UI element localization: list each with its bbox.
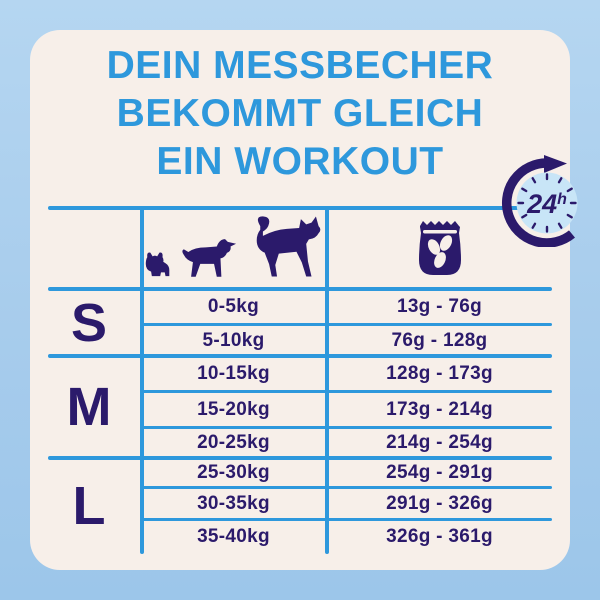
- medium-dog-icon: [182, 239, 237, 277]
- clock-arrow-arc: [502, 158, 575, 248]
- weight-cell: 10-15kg: [197, 363, 270, 384]
- divider-row: [142, 486, 552, 489]
- dog-sizes-icon: [142, 210, 325, 285]
- divider-top: [48, 206, 552, 210]
- kibble-piece: [433, 251, 446, 268]
- divider-group-s-m: [48, 354, 552, 358]
- weight-cell: 25-30kg: [197, 462, 270, 483]
- weight-cell: 20-25kg: [197, 432, 270, 453]
- divider-row: [142, 390, 552, 393]
- amount-cell: 13g - 76g: [396, 296, 483, 317]
- amount-cell: 173g - 214g: [386, 399, 493, 420]
- 24h-clock-icon: 24h: [497, 155, 593, 248]
- amount-cell: 254g - 291g: [386, 462, 493, 483]
- clock-svg: 24h: [502, 155, 578, 248]
- kibble-piece: [439, 234, 452, 251]
- divider-col-1: [140, 206, 144, 554]
- amount-cell: 128g - 173g: [386, 363, 493, 384]
- title-line-3: EIN WORKOUT: [156, 140, 444, 183]
- divider-header: [48, 287, 552, 291]
- content-card: [30, 30, 570, 570]
- clock-label-unit: h: [557, 191, 567, 208]
- kibble-bag-svg: [418, 220, 461, 275]
- weight-cell: 0-5kg: [207, 296, 260, 317]
- weight-cell: 15-20kg: [197, 399, 270, 420]
- divider-row: [142, 426, 552, 429]
- amount-cell: 326g - 361g: [386, 526, 493, 547]
- bag-label-line: [422, 229, 457, 233]
- title-line-1: DEIN MESSBECHER: [106, 44, 494, 87]
- large-dog-icon: [256, 216, 321, 277]
- amount-cell: 291g - 326g: [386, 493, 493, 514]
- clock-face: [516, 172, 578, 234]
- amount-cell: 76g - 128g: [391, 329, 488, 351]
- size-label-m: M: [66, 377, 112, 437]
- divider-row: [142, 518, 552, 521]
- page-title: DEIN MESSBECHER BEKOMMT GLEICH EIN WORKO…: [0, 42, 600, 186]
- clock-arrow-head: [544, 155, 567, 173]
- small-dog-icon: [145, 252, 170, 277]
- weight-cell: 35-40kg: [197, 526, 270, 547]
- weight-cell: 30-35kg: [197, 493, 270, 514]
- size-label-s: S: [70, 292, 108, 353]
- clock-label: 24h: [526, 189, 567, 219]
- divider-col-2: [325, 206, 329, 554]
- amount-cell: 214g - 254g: [386, 432, 493, 453]
- size-label-l: L: [72, 476, 106, 536]
- clock-label-value: 24: [526, 189, 557, 219]
- title-line-2: BEKOMMT GLEICH: [116, 92, 484, 135]
- kibble-bag-icon: [327, 210, 552, 285]
- divider-row: [142, 323, 552, 326]
- divider-group-m-l: [48, 456, 552, 460]
- clock-tick-marks: [517, 173, 577, 233]
- weight-cell: 5-10kg: [202, 329, 265, 351]
- kibble-piece: [427, 238, 440, 255]
